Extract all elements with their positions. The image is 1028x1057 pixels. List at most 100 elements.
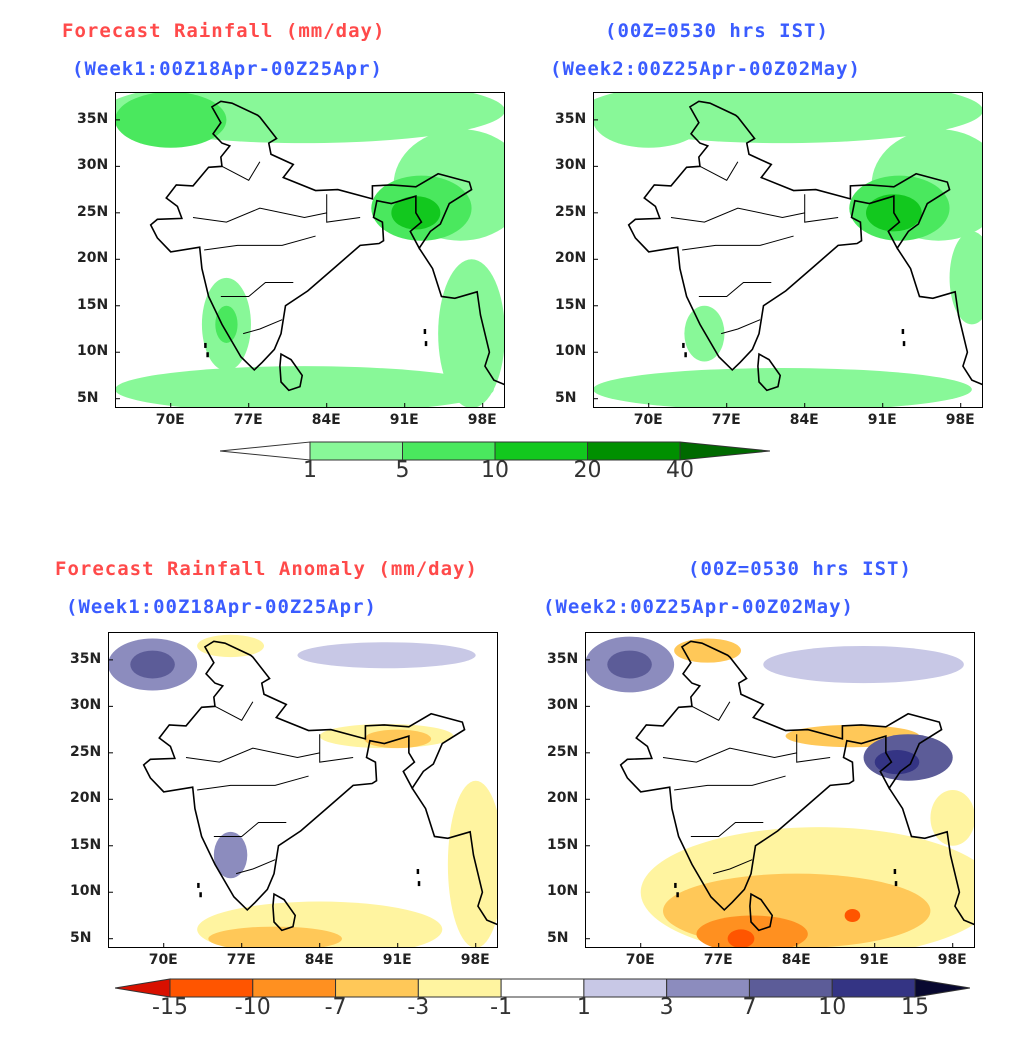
colorbar-label: 40 xyxy=(666,458,694,483)
state-boundary xyxy=(213,822,287,837)
anomaly-time-note: (00Z=0530 hrs IST) xyxy=(688,558,912,580)
lon-tick-label: 70E xyxy=(155,412,185,428)
island xyxy=(902,341,906,347)
rainfall-field-patch xyxy=(213,831,248,879)
state-boundary xyxy=(220,282,294,297)
lon-tick-label: 91E xyxy=(867,412,897,428)
rainfall-field-patch xyxy=(949,231,983,325)
lon-tick-label: 70E xyxy=(633,412,663,428)
coastline xyxy=(888,787,975,926)
state-boundary xyxy=(699,161,739,181)
sri-lanka-boundary xyxy=(749,892,774,932)
lat-tick-label: 35N xyxy=(555,110,587,127)
colorbar-label: 1 xyxy=(303,458,317,483)
state-boundary xyxy=(243,319,283,335)
state-boundary xyxy=(214,701,254,721)
anomaly-colorbar xyxy=(115,978,970,998)
rainfall-field-patch xyxy=(130,650,175,679)
rainfall-field-patch xyxy=(727,929,755,948)
rainfall-colorbar xyxy=(220,441,770,461)
rainfall-field-patch xyxy=(297,642,476,669)
rainfall-field-patch xyxy=(674,638,741,663)
island xyxy=(199,892,202,898)
lon-tick-label: 70E xyxy=(148,952,178,968)
lat-tick-label: 25N xyxy=(77,203,109,220)
sri-lanka-boundary xyxy=(757,352,782,392)
rainfall-field-patch xyxy=(874,750,920,775)
colorbar-label: -3 xyxy=(407,995,430,1020)
colorbar-segment xyxy=(500,978,585,998)
rainfall-field-patch xyxy=(930,790,975,846)
lon-tick-label: 91E xyxy=(382,952,412,968)
lon-tick-label: 91E xyxy=(389,412,419,428)
lat-tick-label: 25N xyxy=(70,743,102,760)
state-boundary xyxy=(796,734,831,763)
colorbar-high-arrow xyxy=(914,978,970,998)
colorbar-label: -1 xyxy=(490,995,513,1020)
rainfall-title: Forecast Rainfall (mm/day) xyxy=(62,20,386,42)
india-boundary xyxy=(619,640,943,912)
lon-tick-label: 91E xyxy=(859,952,889,968)
lon-tick-label: 77E xyxy=(226,952,256,968)
island xyxy=(676,892,679,898)
island xyxy=(684,352,687,358)
island xyxy=(424,341,428,347)
colorbar-segment xyxy=(583,978,668,998)
lon-tick-label: 98E xyxy=(945,412,975,428)
lat-tick-label: 30N xyxy=(77,157,109,174)
colorbar-low-arrow xyxy=(220,441,311,461)
state-boundary xyxy=(804,194,839,223)
state-boundary xyxy=(236,859,276,875)
lat-tick-label: 10N xyxy=(547,883,579,900)
rainfall-field-patch xyxy=(115,92,227,148)
lat-tick-label: 30N xyxy=(555,157,587,174)
colorbar-label: -10 xyxy=(234,995,271,1020)
rainfall-field-patch xyxy=(447,780,498,948)
rainfall-field-patch xyxy=(763,645,964,684)
lon-tick-label: 84E xyxy=(304,952,334,968)
colorbar-label: 3 xyxy=(659,995,674,1020)
island xyxy=(674,882,677,888)
anomaly-map-week2 xyxy=(585,632,975,948)
state-boundary xyxy=(185,747,320,763)
lat-tick-label: 10N xyxy=(555,343,587,360)
state-boundary xyxy=(713,859,753,875)
colorbar-label: 20 xyxy=(573,458,602,483)
lon-tick-label: 70E xyxy=(625,952,655,968)
rainfall-map-week2 xyxy=(593,92,983,408)
lat-tick-label: 15N xyxy=(555,296,587,313)
anomaly-title: Forecast Rainfall Anomaly (mm/day) xyxy=(55,558,478,580)
lat-tick-label: 10N xyxy=(77,343,109,360)
lat-tick-label: 15N xyxy=(547,836,579,853)
colorbar-segment xyxy=(666,978,750,998)
island xyxy=(893,869,897,874)
island xyxy=(206,352,209,358)
state-boundary xyxy=(204,235,316,251)
colorbar-label: -7 xyxy=(324,995,347,1020)
lat-tick-label: 20N xyxy=(547,790,579,807)
rainfall-time-note: (00Z=0530 hrs IST) xyxy=(605,20,829,42)
colorbar-label: 1 xyxy=(576,995,591,1020)
rainfall-field-patch xyxy=(438,259,505,408)
lat-tick-label: 25N xyxy=(547,743,579,760)
lat-tick-label: 25N xyxy=(555,203,587,220)
coastline xyxy=(418,247,505,386)
state-boundary xyxy=(690,822,764,837)
island xyxy=(894,881,898,887)
lat-tick-label: 20N xyxy=(70,790,102,807)
india-boundary xyxy=(142,640,466,912)
island xyxy=(197,882,200,888)
lon-tick-label: 84E xyxy=(789,412,819,428)
state-boundary xyxy=(691,701,731,721)
island xyxy=(204,342,207,348)
state-boundary xyxy=(662,747,797,763)
lat-tick-label: 35N xyxy=(77,110,109,127)
rainfall-map-week1 xyxy=(115,92,505,408)
lat-tick-label: 5N xyxy=(70,929,92,946)
rainfall-field-patch xyxy=(844,908,861,922)
rainfall-field-patch xyxy=(593,92,705,148)
lon-tick-label: 98E xyxy=(937,952,967,968)
state-boundary xyxy=(670,207,805,223)
state-boundary xyxy=(674,775,786,791)
island xyxy=(416,869,420,874)
